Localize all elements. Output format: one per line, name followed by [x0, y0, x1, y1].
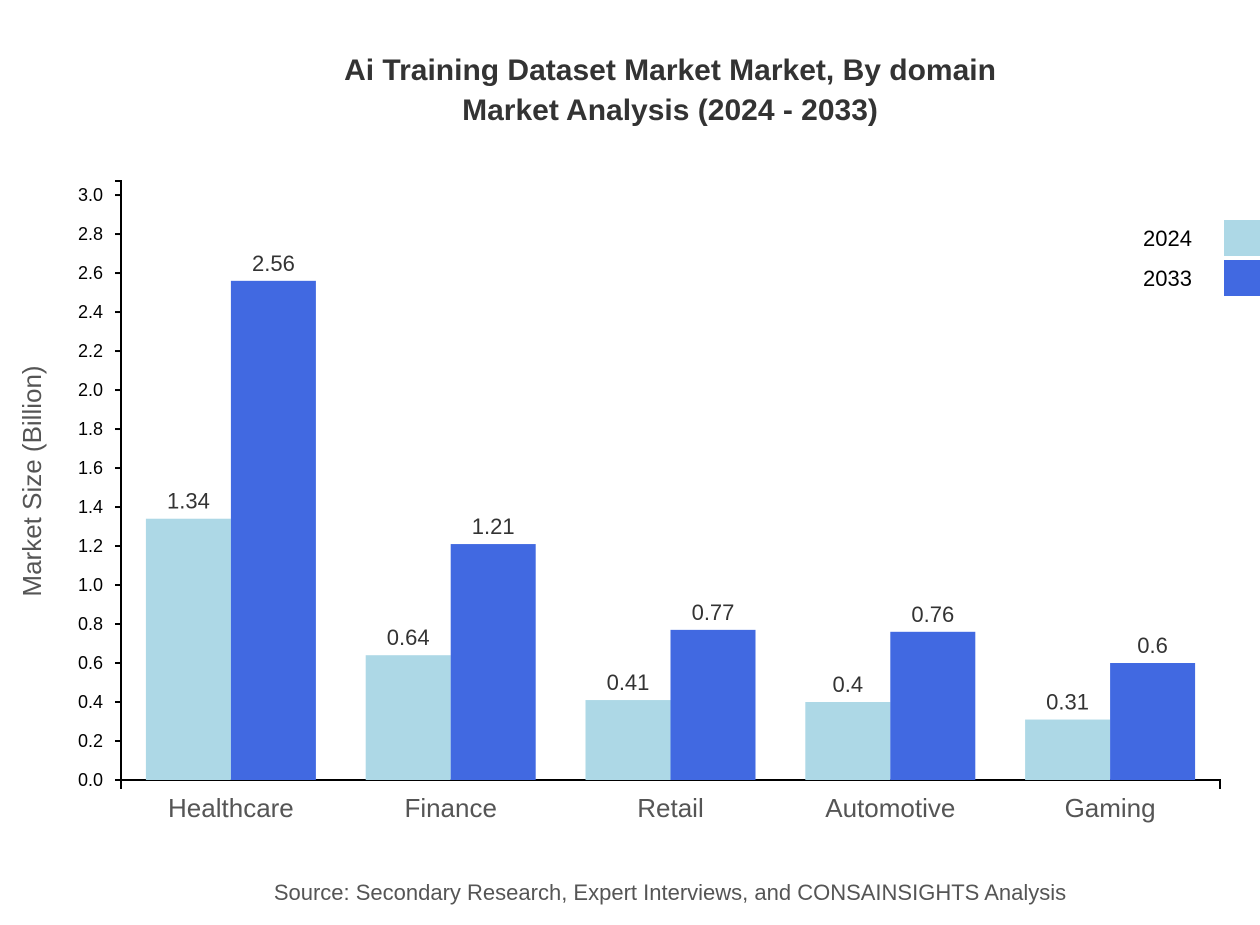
y-tick-label: 1.6 — [78, 458, 103, 478]
data-label: 2.56 — [252, 251, 295, 276]
x-axis-line — [120, 779, 1221, 789]
bar-2033-gaming — [1110, 663, 1196, 780]
y-tick-label: 1.8 — [78, 419, 103, 439]
data-label: 0.31 — [1046, 690, 1089, 715]
bar-2024-gaming — [1025, 719, 1111, 780]
y-tick-label: 0.6 — [78, 653, 103, 673]
bar-2033-retail — [670, 629, 756, 780]
bar-2033-healthcare — [230, 280, 316, 780]
y-axis-line — [115, 180, 122, 781]
x-tick-label: Finance — [404, 793, 497, 823]
y-tick-label: 2.0 — [78, 380, 103, 400]
y-tick-label: 2.8 — [78, 224, 103, 244]
data-label: 0.41 — [607, 670, 650, 695]
y-tick-label: 2.6 — [78, 263, 103, 283]
bar-2033-finance — [450, 544, 536, 780]
x-tick-label: Healthcare — [168, 793, 294, 823]
bar-2024-retail — [585, 700, 671, 780]
data-label: 1.21 — [472, 514, 515, 539]
x-tick-label: Gaming — [1065, 793, 1156, 823]
y-tick-label: 2.2 — [78, 341, 103, 361]
legend-swatch-2033 — [1224, 260, 1260, 296]
data-label: 1.34 — [167, 489, 210, 514]
data-label: 0.6 — [1137, 633, 1168, 658]
x-tick-label: Retail — [637, 793, 703, 823]
data-label: 0.76 — [911, 602, 954, 627]
y-axis-label: Market Size (Billion) — [17, 365, 47, 596]
y-tick-label: 0.0 — [78, 770, 103, 790]
y-tick-label: 0.4 — [78, 692, 103, 712]
y-tick-label: 0.2 — [78, 731, 103, 751]
chart-subtitle: Market Analysis (2024 - 2033) — [462, 94, 878, 127]
y-tick-label: 3.0 — [78, 185, 103, 205]
data-label: 0.77 — [692, 600, 735, 625]
y-tick-label: 1.4 — [78, 497, 103, 517]
y-tick-label: 1.0 — [78, 575, 103, 595]
data-label: 0.64 — [387, 625, 430, 650]
y-tick-label: 2.4 — [78, 302, 103, 322]
x-tick-label: Automotive — [825, 793, 955, 823]
data-label: 0.4 — [833, 672, 864, 697]
bar-2033-automotive — [890, 631, 976, 780]
chart-title: Ai Training Dataset Market Market, By do… — [344, 54, 996, 87]
legend-label: 2033 — [1143, 266, 1192, 291]
y-tick-label: 1.2 — [78, 536, 103, 556]
bar-2024-healthcare — [145, 518, 231, 780]
x-axis: Healthcare Finance Retail Automotive Gaming — [120, 779, 1221, 823]
bars: 1.34 2.56 0.64 1.21 0.41 0.77 0.4 0.76 0.31 0.6 — [145, 251, 1196, 780]
legend: 2024 2033 — [1143, 220, 1260, 296]
legend-label: 2024 — [1143, 226, 1192, 251]
legend-swatch-2024 — [1224, 220, 1260, 256]
bar-2024-finance — [365, 655, 451, 780]
y-tick-label: 0.8 — [78, 614, 103, 634]
bar-2024-automotive — [805, 702, 891, 780]
y-axis: 0.0 0.2 0.4 0.6 0.8 1.0 1.2 1.4 1.6 1.8 2.0 2.2 2.4 2… — [78, 180, 122, 790]
source-note: Source: Secondary Research, Expert Inter… — [274, 880, 1066, 905]
